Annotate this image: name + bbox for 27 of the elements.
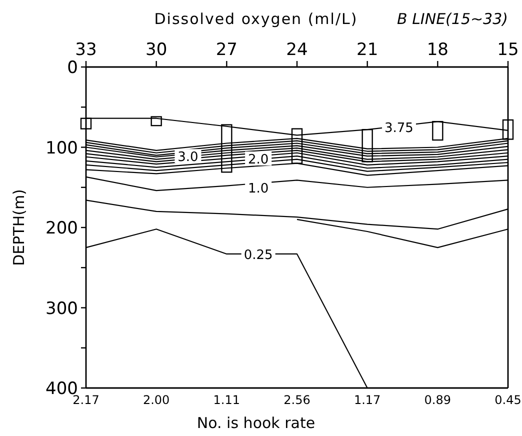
- x-tick-label: 0.45: [494, 393, 522, 407]
- x-axis-title: No. is hook rate: [196, 414, 316, 432]
- x-tick-label: 2.17: [72, 393, 100, 407]
- x-tick-label: 1.17: [354, 393, 381, 407]
- x2-tick-label: 33: [75, 40, 97, 60]
- x2-tick-label: 24: [286, 40, 308, 60]
- annotation: 2.0: [248, 152, 269, 168]
- annotation: 3.75: [384, 121, 414, 136]
- y-tick-label: 100: [46, 138, 78, 158]
- annotation: 1.0: [248, 181, 269, 196]
- chart-title: Dissolved oxygen (ml/L): [154, 10, 358, 28]
- x-tick-label: 1.11: [213, 393, 240, 407]
- x-tick-label: 2.00: [142, 393, 170, 407]
- y-tick-label: 300: [46, 298, 78, 319]
- annotation: 3.0: [178, 150, 198, 166]
- x-tick-label: 0.89: [424, 393, 452, 407]
- x-tick-label: 2.56: [284, 393, 310, 407]
- y-tick-label: 200: [46, 218, 78, 238]
- x2-tick-label: 15: [497, 40, 519, 60]
- x2-tick-label: 21: [356, 40, 378, 60]
- x2-tick-label: 18: [426, 40, 448, 60]
- y-tick-label: 0: [67, 58, 78, 78]
- chart-subtitle: B LINE(15~33): [397, 10, 508, 28]
- x2-tick-label: 27: [216, 40, 238, 60]
- y-axis-title: DEPTH(m): [10, 189, 28, 266]
- annotation: 0.25: [244, 248, 273, 263]
- x2-tick-label: 30: [146, 40, 168, 60]
